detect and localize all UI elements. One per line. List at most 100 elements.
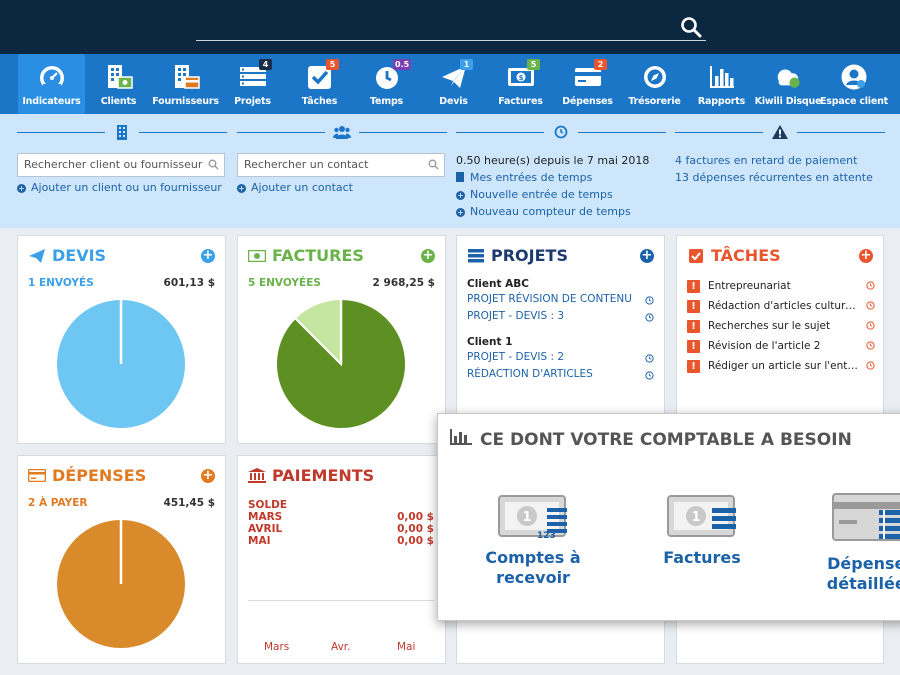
nav-espace-client[interactable]: Espace client <box>820 54 888 114</box>
main-nav: Indicateurs Clients Fournisseurs 4 Proje… <box>0 54 900 114</box>
clock-icon[interactable] <box>866 361 875 370</box>
plus-circle-icon: + <box>17 184 26 193</box>
devis-sent[interactable]: 1 ENVOYÉS <box>28 277 94 289</box>
nav-depenses[interactable]: 2 Dépenses <box>554 54 621 114</box>
devis-card: DEVIS + 1 ENVOYÉS 601,13 $ <box>17 235 226 444</box>
invoice-icon: $ <box>507 63 535 91</box>
recurring-expenses-link[interactable]: 13 dépenses récurrentes en attente <box>675 171 873 184</box>
clock-icon[interactable] <box>645 313 654 322</box>
time-summary: 0.50 heure(s) depuis le 7 mai 2018 <box>456 154 650 167</box>
credit-card-icon <box>28 468 46 484</box>
project-link[interactable]: PROJET RÉVISION DE CONTENU <box>467 293 632 305</box>
svg-text:$: $ <box>518 74 523 82</box>
payment-row: MARS 0,00 $ <box>248 511 434 523</box>
time-entries-link[interactable]: Mes entrées de temps <box>456 171 592 184</box>
project-link[interactable]: PROJET - DEVIS : 2 <box>467 351 565 363</box>
clock-icon[interactable] <box>866 321 875 330</box>
new-time-counter-link[interactable]: + Nouveau compteur de temps <box>456 205 631 218</box>
add-projet-button[interactable]: + <box>640 248 654 263</box>
invoices-link[interactable]: 1 Factures <box>642 492 762 568</box>
add-client-label: Ajouter un client ou un fournisseur <box>31 181 222 194</box>
card-title: DEVIS <box>28 246 106 265</box>
nav-label: Trésorerie <box>628 96 681 107</box>
add-depense-button[interactable]: + <box>201 468 215 483</box>
plus-circle-icon: + <box>237 184 246 193</box>
contact-search-input[interactable]: Rechercher un contact <box>237 153 445 177</box>
search-icon <box>208 159 219 170</box>
task-item[interactable]: ! Révision de l'article 2 <box>687 339 875 355</box>
clock-icon[interactable] <box>866 281 875 290</box>
devis-amount: 601,13 $ <box>163 277 215 289</box>
stack-icon <box>467 248 485 264</box>
taches-card: TÂCHES + ! Entrepreunariat ! Rédaction d… <box>676 235 884 444</box>
nav-taches[interactable]: 5 Tâches <box>286 54 353 114</box>
card-title: TÂCHES <box>687 246 781 265</box>
detailed-expenses-label: Dépenses détaillées <box>826 554 900 593</box>
nav-fournisseurs[interactable]: Fournisseurs <box>152 54 219 114</box>
payment-label: MARS <box>248 511 283 523</box>
global-search-field[interactable] <box>196 40 706 41</box>
invoices-label: Factures <box>663 548 741 567</box>
depenses-to-pay[interactable]: 2 À PAYER <box>28 497 88 509</box>
bar-chart-icon <box>450 429 472 450</box>
clock-icon[interactable] <box>645 296 654 305</box>
checkbox-icon <box>306 63 334 91</box>
receivables-link[interactable]: 1 123 Comptes à recevoir <box>473 492 593 588</box>
taches-title: TÂCHES <box>711 246 781 265</box>
clock-icon[interactable] <box>866 301 875 310</box>
search-icon[interactable] <box>680 16 702 38</box>
clock-icon[interactable] <box>645 354 654 363</box>
add-contact-link[interactable]: + Ajouter un contact <box>237 181 353 194</box>
add-client-link[interactable]: + Ajouter un client ou un fournisseur <box>17 181 222 194</box>
project-link[interactable]: RÉDACTION D'ARTICLES <box>467 368 593 380</box>
panel-title-text: CE DONT VOTRE COMPTABLE A BESOIN <box>480 429 852 450</box>
nav-rapports[interactable]: Rapports <box>688 54 755 114</box>
nav-temps[interactable]: 0.5 Temps <box>353 54 420 114</box>
receivables-icon: 1 123 <box>498 495 567 540</box>
late-invoices-link[interactable]: 4 factures en retard de paiement <box>675 154 858 167</box>
detailed-expenses-link[interactable]: Dépenses détaillées <box>811 492 900 594</box>
depenses-title: DÉPENSES <box>52 466 147 485</box>
accountant-panel: CE DONT VOTRE COMPTABLE A BESOIN 1 123 C… <box>437 413 900 621</box>
nav-devis[interactable]: 1 Devis <box>420 54 487 114</box>
task-label: Rédiger un article sur l'entreprise <box>708 360 858 372</box>
exclamation-icon: ! <box>687 320 700 333</box>
building-card-icon <box>172 63 200 91</box>
add-tache-button[interactable]: + <box>859 248 873 263</box>
nav-factures[interactable]: $ 5 Factures <box>487 54 554 114</box>
paiements-title: PAIEMENTS <box>272 466 375 485</box>
clock-icon[interactable] <box>645 371 654 380</box>
task-item[interactable]: ! Rédiger un article sur l'entreprise <box>687 359 875 375</box>
nav-projets[interactable]: 4 Projets <box>219 54 286 114</box>
task-item[interactable]: ! Recherches sur le sujet <box>687 319 875 335</box>
depenses-card: DÉPENSES + 2 À PAYER 451,45 $ <box>17 455 226 664</box>
task-label: Rédaction d'articles culturels <box>708 300 858 312</box>
client-search-input[interactable]: Rechercher client ou fournisseur <box>17 153 225 177</box>
task-item[interactable]: ! Entrepreunariat <box>687 279 875 295</box>
add-devis-button[interactable]: + <box>201 248 215 263</box>
project-link[interactable]: PROJET - DEVIS : 3 <box>467 310 565 322</box>
clock-icon[interactable] <box>866 341 875 350</box>
nav-kiwili-disque[interactable]: Kiwili Disque <box>755 54 822 114</box>
add-facture-button[interactable]: + <box>421 248 435 263</box>
checkbox-icon <box>687 248 705 264</box>
cloud-icon <box>774 63 802 91</box>
factures-sent[interactable]: 5 ENVOYÉES <box>248 277 321 289</box>
task-item[interactable]: ! Rédaction d'articles culturels <box>687 299 875 315</box>
plus-circle-icon: + <box>456 191 465 200</box>
credit-card-icon <box>574 63 602 91</box>
nav-indicateurs[interactable]: Indicateurs <box>18 54 85 114</box>
payment-label: MAI <box>248 535 271 547</box>
contact-search-placeholder: Rechercher un contact <box>244 158 369 171</box>
nav-badge: 4 <box>259 59 272 70</box>
x-tick-label: Avr. <box>331 641 351 653</box>
building-money-icon <box>105 63 133 91</box>
nav-label: Indicateurs <box>22 96 81 107</box>
new-time-entry-link[interactable]: + Nouvelle entrée de temps <box>456 188 613 201</box>
nav-tresorerie[interactable]: Trésorerie <box>621 54 688 114</box>
paiements-card: PAIEMENTS SOLDE MARS 0,00 $ AVRIL 0,00 $ M… <box>237 455 446 664</box>
factures-amount: 2 968,25 $ <box>372 277 435 289</box>
factures-card: FACTURES + 5 ENVOYÉES 2 968,25 $ <box>237 235 446 444</box>
users-icon <box>333 124 351 140</box>
nav-clients[interactable]: Clients <box>85 54 152 114</box>
